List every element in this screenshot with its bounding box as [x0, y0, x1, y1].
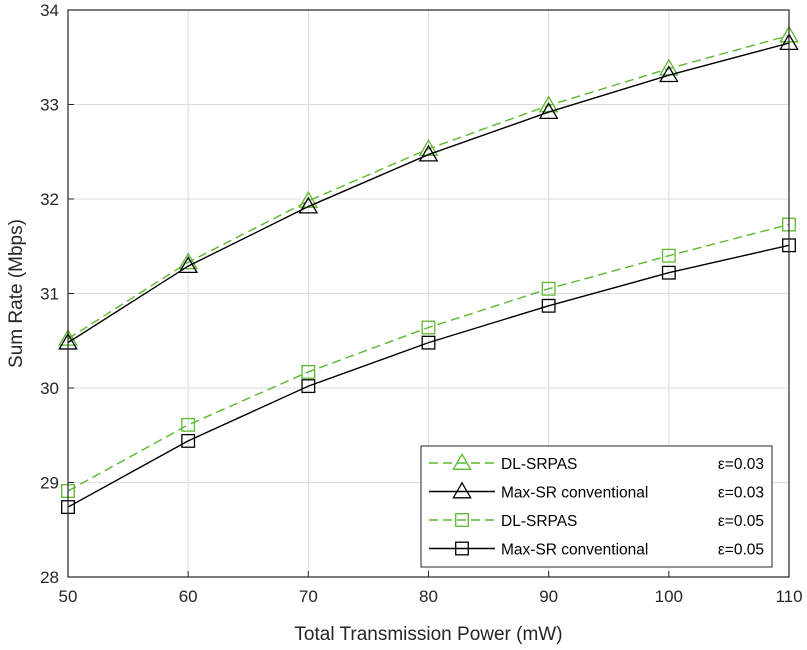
data-point — [661, 265, 676, 280]
legend-label: Max-SR conventional — [501, 485, 648, 502]
x-tick-label: 110 — [775, 587, 802, 606]
data-point — [298, 196, 319, 214]
x-tick-label: 80 — [419, 587, 438, 606]
x-tick-label: 70 — [299, 587, 318, 606]
legend-entry: Max-SR conventional ε=0.03 — [429, 481, 764, 502]
series-line — [67, 244, 790, 508]
legend-entry: DL-SRPAS ε=0.03 — [429, 453, 764, 473]
data-point — [661, 248, 676, 263]
data-point — [181, 433, 196, 448]
data-point — [301, 364, 316, 379]
data-point — [178, 252, 198, 270]
data-point — [541, 298, 556, 313]
y-tick-label: 29 — [40, 474, 59, 493]
data-point — [541, 281, 556, 296]
legend-entry: Max-SR conventional ε=0.05 — [429, 542, 764, 559]
legend-label: Max-SR conventional — [501, 542, 648, 559]
series-line — [67, 223, 790, 492]
data-point — [418, 144, 439, 162]
legend-label: DL-SRPAS — [501, 513, 577, 530]
y-tick-label: 30 — [40, 379, 59, 398]
series-line — [67, 34, 790, 340]
legend-epsilon-label: ε=0.05 — [718, 542, 764, 559]
y-tick-label: 28 — [40, 568, 59, 587]
legend-epsilon-label: ε=0.03 — [718, 456, 764, 473]
data-point — [421, 335, 436, 350]
x-tick-label: 50 — [59, 587, 78, 606]
y-tick-label: 32 — [40, 190, 59, 209]
data-point — [181, 417, 196, 432]
x-tick-labels: 50 60 70 80 90 100 110 — [59, 571, 803, 606]
data-point — [178, 256, 198, 274]
x-axis-label: Total Transmission Power (mW) — [294, 624, 562, 645]
y-tick-labels: 28 29 30 31 32 33 34 — [40, 1, 74, 587]
y-axis-label: Sum Rate (Mbps) — [6, 219, 27, 368]
legend-entry: DL-SRPAS ε=0.05 — [429, 513, 764, 530]
data-point — [301, 379, 316, 394]
legend-box — [420, 445, 773, 568]
x-tick-label: 90 — [539, 587, 558, 606]
series-line — [67, 42, 790, 344]
legend-marker — [455, 513, 469, 527]
data-point — [538, 102, 559, 120]
x-tick-label: 60 — [179, 587, 198, 606]
data-point — [659, 65, 679, 83]
y-tick-label: 34 — [40, 1, 59, 20]
legend-label: DL-SRPAS — [501, 456, 577, 473]
x-tick-label: 100 — [655, 587, 683, 606]
legend-epsilon-label: ε=0.05 — [718, 513, 764, 530]
y-tick-label: 31 — [40, 285, 59, 304]
legend-marker — [452, 481, 472, 499]
y-tick-label: 33 — [40, 96, 59, 115]
legend-marker — [452, 453, 472, 470]
legend-epsilon-label: ε=0.03 — [718, 485, 764, 502]
series-group — [58, 25, 799, 515]
legend-marker — [455, 541, 469, 556]
data-point — [421, 320, 436, 335]
